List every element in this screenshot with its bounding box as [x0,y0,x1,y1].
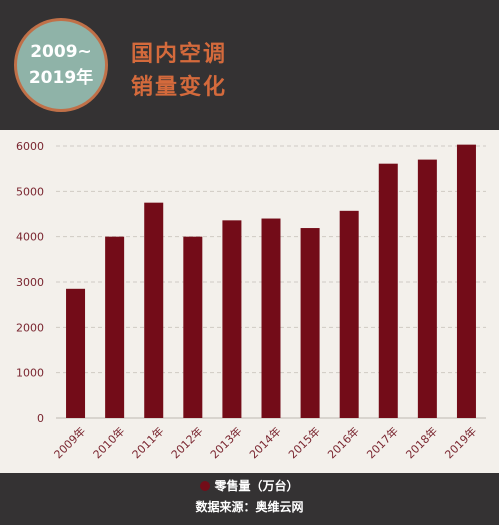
x-tick-label: 2012年 [168,424,205,461]
bar [417,159,437,418]
chart-title: 国内空调 销量变化 [131,38,227,104]
bar [339,210,359,418]
badge-line-2: 2019年 [28,68,94,88]
x-tick-label: 2014年 [246,424,283,461]
footer: 零售量（万台） 数据来源：奥维云网 [0,473,499,525]
x-tick-label: 2018年 [403,424,440,461]
legend-label: 零售量（万台） [214,479,299,493]
bar [144,202,164,418]
y-tick-label: 3000 [16,276,44,289]
bar [105,236,125,418]
bar [300,228,320,418]
bar [66,288,86,418]
x-tick-label: 2019年 [442,424,479,461]
chart-area: 0 1000 2000 3000 4000 5000 6000 2009年 2010年 2011年… [0,130,499,473]
x-tick-label: 2011年 [129,424,166,461]
x-tick-label: 2013年 [207,424,244,461]
bar [222,220,242,418]
y-tick-label: 6000 [16,140,44,153]
header-banner: 2009~ 2019年 国内空调 销量变化 [0,0,499,130]
data-source: 数据来源：奥维云网 [195,500,304,514]
y-tick-label: 5000 [16,185,44,198]
x-tick-label: 2015年 [285,424,322,461]
chart-title-line-2: 销量变化 [131,75,228,100]
badge-line-1: 2009~ [30,42,92,62]
bar [378,163,398,418]
legend-swatch [200,481,211,491]
y-tick-label: 0 [37,412,44,425]
x-tick-label: 2009年 [51,424,88,461]
year-range-badge: 2009~ 2019年 [14,18,108,112]
x-tick-label: 2017年 [364,424,401,461]
y-tick-label: 4000 [16,231,44,244]
bar [456,144,476,418]
chart-title-line-1: 国内空调 [131,42,228,67]
x-tick-label: 2016年 [324,424,361,461]
bar [261,218,281,418]
y-tick-label: 1000 [16,367,44,380]
legend: 零售量（万台） [0,477,499,495]
bar-chart: 0 1000 2000 3000 4000 5000 6000 2009年 2010年 2011年… [16,140,486,461]
x-tick-label: 2010年 [90,424,127,461]
bar [183,236,203,418]
y-tick-label: 2000 [16,321,44,334]
